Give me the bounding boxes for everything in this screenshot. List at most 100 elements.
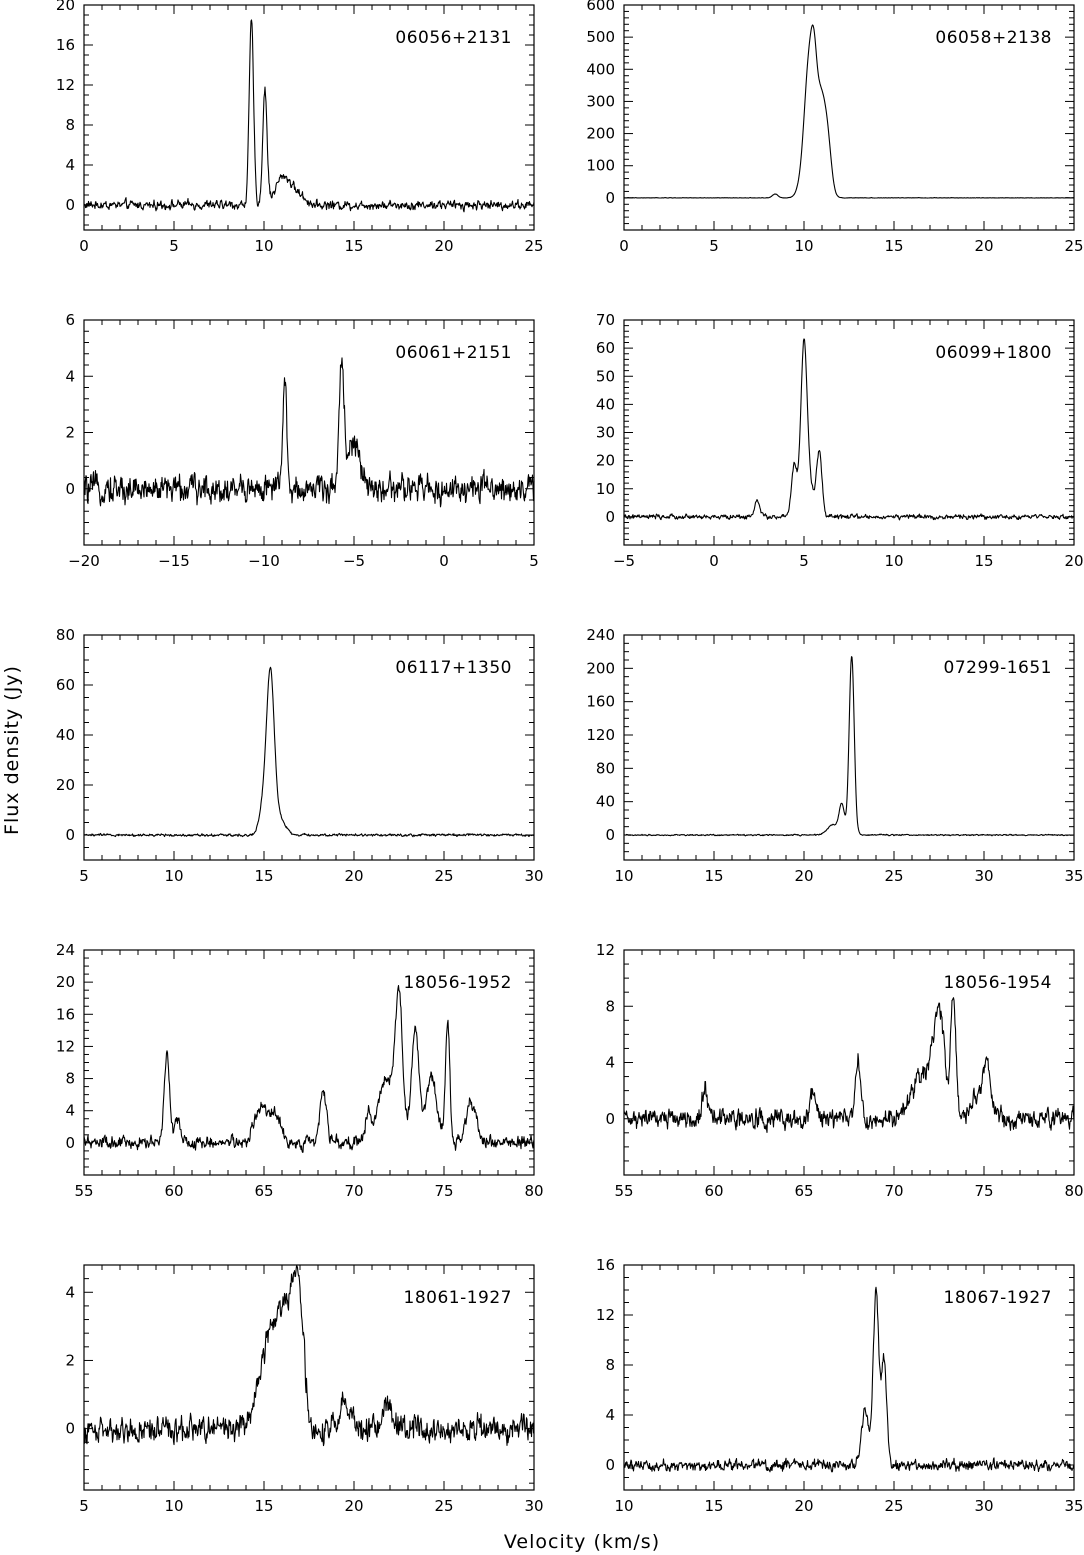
y-tick-label: 40 bbox=[596, 395, 615, 413]
x-tick-label: 10 bbox=[614, 867, 633, 885]
x-tick-label: 20 bbox=[434, 237, 453, 255]
x-tick-label: −5 bbox=[343, 552, 365, 570]
x-tick-label: 70 bbox=[884, 1182, 903, 1200]
y-tick-label: 70 bbox=[596, 311, 615, 329]
panel-frame bbox=[83, 1264, 535, 1491]
x-tick-label: 65 bbox=[794, 1182, 813, 1200]
y-tick-label: 4 bbox=[65, 1283, 75, 1301]
y-tick-label: 0 bbox=[605, 1110, 615, 1128]
source-label: 06117+1350 bbox=[395, 658, 512, 678]
x-tick-label: 20 bbox=[1064, 552, 1083, 570]
x-tick-label: 15 bbox=[704, 867, 723, 885]
source-label: 18061-1927 bbox=[404, 1288, 512, 1308]
y-tick-label: 40 bbox=[56, 726, 75, 744]
x-tick-label: 10 bbox=[164, 1497, 183, 1515]
x-tick-label: −20 bbox=[68, 552, 100, 570]
x-tick-label: 25 bbox=[434, 867, 453, 885]
y-tick-label: 50 bbox=[596, 367, 615, 385]
source-label: 18056-1954 bbox=[944, 973, 1052, 993]
source-label: 18056-1952 bbox=[404, 973, 512, 993]
x-tick-label: 25 bbox=[434, 1497, 453, 1515]
source-label: 07299-1651 bbox=[944, 658, 1052, 678]
y-tick-label: 100 bbox=[586, 157, 615, 175]
x-tick-label: 55 bbox=[614, 1182, 633, 1200]
x-tick-label: 15 bbox=[884, 237, 903, 255]
x-tick-label: 80 bbox=[1064, 1182, 1083, 1200]
x-tick-label: 75 bbox=[434, 1182, 453, 1200]
y-tick-label: 8 bbox=[605, 997, 615, 1015]
x-tick-label: 70 bbox=[344, 1182, 363, 1200]
y-tick-label: 60 bbox=[56, 676, 75, 694]
x-tick-label: 15 bbox=[704, 1497, 723, 1515]
y-tick-label: 0 bbox=[65, 826, 75, 844]
y-tick-label: 2 bbox=[65, 424, 75, 442]
x-tick-label: 25 bbox=[884, 1497, 903, 1515]
x-tick-label: 65 bbox=[254, 1182, 273, 1200]
y-tick-label: 12 bbox=[56, 76, 75, 94]
y-tick-label: 12 bbox=[596, 1306, 615, 1324]
y-tick-label: 8 bbox=[65, 116, 75, 134]
x-tick-label: 5 bbox=[709, 237, 719, 255]
x-tick-label: 10 bbox=[614, 1497, 633, 1515]
y-tick-label: 600 bbox=[586, 0, 615, 14]
y-tick-label: 500 bbox=[586, 28, 615, 46]
x-tick-label: 0 bbox=[439, 552, 449, 570]
x-tick-label: 5 bbox=[529, 552, 539, 570]
y-tick-label: 40 bbox=[596, 793, 615, 811]
x-tick-label: 5 bbox=[799, 552, 809, 570]
y-tick-label: 400 bbox=[586, 60, 615, 78]
x-tick-label: 35 bbox=[1064, 867, 1083, 885]
y-tick-label: 0 bbox=[605, 508, 615, 526]
x-tick-label: 0 bbox=[79, 237, 89, 255]
x-tick-label: 75 bbox=[974, 1182, 993, 1200]
x-tick-label: 30 bbox=[974, 867, 993, 885]
x-tick-label: 15 bbox=[254, 1497, 273, 1515]
y-tick-label: 6 bbox=[65, 311, 75, 329]
spectrum-panel: 10 15 20 25 30 35 0 40 80 120 160 200 240 07299-1651 bbox=[586, 626, 1083, 885]
x-tick-label: 0 bbox=[709, 552, 719, 570]
panel-frame bbox=[83, 4, 535, 231]
x-tick-label: 30 bbox=[524, 1497, 543, 1515]
x-tick-label: 60 bbox=[704, 1182, 723, 1200]
x-tick-label: 10 bbox=[794, 237, 813, 255]
x-axis-title: Velocity (km/s) bbox=[504, 1531, 660, 1553]
x-tick-label: −15 bbox=[158, 552, 190, 570]
y-tick-label: 30 bbox=[596, 424, 615, 442]
spectrum-line bbox=[83, 666, 535, 838]
y-tick-label: 0 bbox=[605, 1456, 615, 1474]
x-tick-label: −5 bbox=[613, 552, 635, 570]
y-tick-label: 4 bbox=[65, 156, 75, 174]
spectrum-line bbox=[623, 24, 1075, 199]
x-tick-label: 20 bbox=[794, 1497, 813, 1515]
y-tick-label: 240 bbox=[586, 626, 615, 644]
x-tick-label: 80 bbox=[524, 1182, 543, 1200]
panel-frame bbox=[623, 634, 1075, 861]
y-tick-label: 4 bbox=[605, 1406, 615, 1424]
y-tick-label: 200 bbox=[586, 125, 615, 143]
spectrum-panel: 0 5 10 15 20 25 0 4 8 12 16 20 06056+2131 bbox=[56, 0, 544, 255]
y-tick-label: 80 bbox=[596, 759, 615, 777]
spectrum-panel: −5 0 5 10 15 20 0 10 20 30 40 50 60 70 06099+1800 bbox=[596, 311, 1084, 570]
spectrum-panel: 55 60 65 70 75 80 0 4 8 12 16 20 24 18056-1952 bbox=[56, 941, 544, 1200]
x-tick-label: 20 bbox=[794, 867, 813, 885]
x-tick-label: 15 bbox=[974, 552, 993, 570]
x-tick-label: 20 bbox=[344, 867, 363, 885]
spectrum-panel: 5 10 15 20 25 30 0 2 4 18061-1927 bbox=[65, 1264, 544, 1515]
source-label: 06058+2138 bbox=[935, 28, 1052, 48]
source-label: 06061+2151 bbox=[395, 343, 512, 363]
x-tick-label: 25 bbox=[884, 867, 903, 885]
y-tick-label: 80 bbox=[56, 626, 75, 644]
x-tick-label: 15 bbox=[344, 237, 363, 255]
y-tick-label: 0 bbox=[605, 189, 615, 207]
spectrum-panel: 0 5 10 15 20 25 0 100 200 300 400 500 600 06058+2138 bbox=[586, 0, 1083, 255]
spectrum-panel: 10 15 20 25 30 35 0 4 8 12 16 18067-1927 bbox=[596, 1256, 1084, 1515]
y-tick-label: 20 bbox=[56, 0, 75, 14]
source-label: 06099+1800 bbox=[935, 343, 1052, 363]
y-tick-label: 120 bbox=[586, 726, 615, 744]
y-tick-label: 200 bbox=[586, 659, 615, 677]
y-tick-label: 300 bbox=[586, 92, 615, 110]
x-tick-label: 5 bbox=[79, 867, 89, 885]
spectrum-line bbox=[623, 656, 1075, 837]
y-tick-label: 160 bbox=[586, 693, 615, 711]
